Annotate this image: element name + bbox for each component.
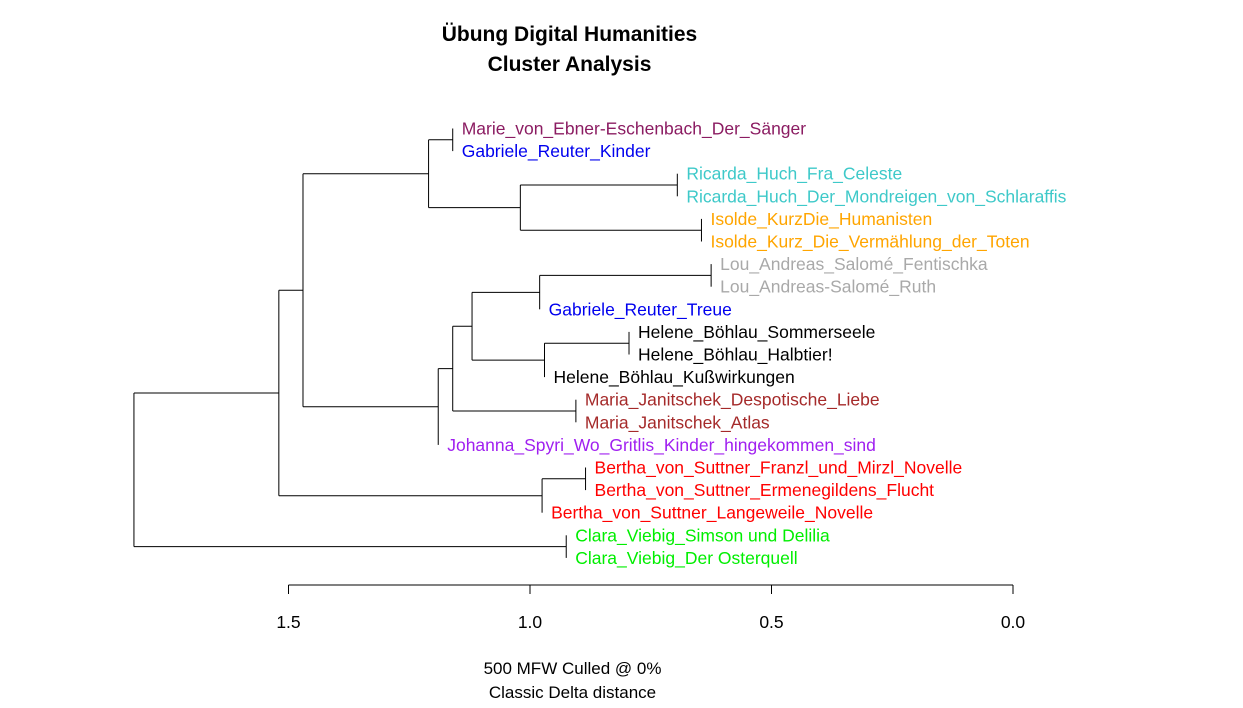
chart-subtitle-mfw: 500 MFW Culled @ 0%: [483, 659, 662, 678]
leaf-label: Helene_Böhlau_Sommerseele: [638, 322, 875, 343]
leaf-label: Clara_Viebig_Simson und Delilia: [575, 525, 830, 546]
leaf-label: Ricarda_Huch_Der_Mondreigen_von_Schlaraf…: [686, 186, 1066, 207]
leaf-label: Helene_Böhlau_Halbtier!: [638, 345, 833, 366]
leaf-label: Clara_Viebig_Der Osterquell: [575, 548, 797, 569]
leaf-label: Ricarda_Huch_Fra_Celeste: [686, 164, 902, 185]
dendrogram-links: [133, 128, 712, 558]
leaf-label: Johanna_Spyri_Wo_Gritlis_Kinder_hingekom…: [447, 435, 876, 456]
leaf-labels: Marie_von_Ebner-Eschenbach_Der_SängerGab…: [447, 119, 1066, 569]
leaf-label: Isolde_Kurz_Die_Vermählung_der_Toten: [710, 232, 1029, 253]
leaf-label: Gabriele_Reuter_Kinder: [462, 141, 651, 162]
leaf-label: Maria_Janitschek_Despotische_Liebe: [585, 390, 880, 411]
leaf-label: Marie_von_Ebner-Eschenbach_Der_Sänger: [462, 119, 807, 140]
leaf-label: Lou_Andreas-Salomé_Ruth: [720, 277, 936, 298]
chart-subtitle-distance: Classic Delta distance: [488, 683, 657, 702]
leaf-label: Gabriele_Reuter_Treue: [549, 299, 732, 320]
leaf-label: Bertha_von_Suttner_Ermenegildens_Flucht: [595, 480, 935, 501]
leaf-label: Helene_Böhlau_Kußwirkungen: [553, 367, 794, 388]
leaf-label: Bertha_von_Suttner_Langeweile_Novelle: [551, 503, 873, 524]
chart-title-line1: Übung Digital Humanities: [441, 23, 698, 46]
chart-title-line2: Cluster Analysis: [487, 53, 652, 76]
leaf-label: Isolde_KurzDie_Humanisten: [710, 209, 932, 230]
leaf-label: Maria_Janitschek_Atlas: [585, 412, 770, 433]
leaf-label: Bertha_von_Suttner_Franzl_und_Mirzl_Nove…: [595, 458, 963, 479]
x-tick-label: 1.0: [518, 612, 543, 632]
distance-axis: 1.5 1.0 0.5 0.0: [276, 584, 1026, 632]
x-tick-label: 1.5: [276, 612, 300, 632]
x-tick-label: 0.5: [759, 612, 783, 632]
leaf-label: Lou_Andreas_Salomé_Fentischka: [720, 254, 988, 275]
x-tick-label: 0.0: [1001, 612, 1026, 632]
